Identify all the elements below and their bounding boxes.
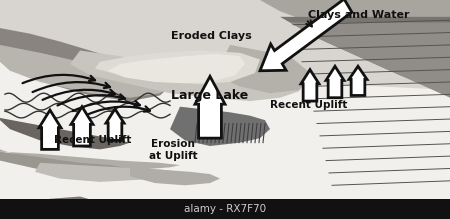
Polygon shape xyxy=(0,0,450,90)
Polygon shape xyxy=(0,0,170,98)
Text: Erosion
at Uplift: Erosion at Uplift xyxy=(149,139,198,161)
Polygon shape xyxy=(195,76,225,138)
Polygon shape xyxy=(70,51,300,101)
Text: Recent Uplift: Recent Uplift xyxy=(54,135,131,145)
Polygon shape xyxy=(326,66,344,98)
Polygon shape xyxy=(130,167,220,185)
Polygon shape xyxy=(95,51,260,84)
Text: Eroded Clays: Eroded Clays xyxy=(171,31,252,41)
Polygon shape xyxy=(71,107,93,146)
Polygon shape xyxy=(290,23,450,98)
Polygon shape xyxy=(260,0,450,79)
Text: alamy - RX7F70: alamy - RX7F70 xyxy=(184,204,266,214)
Text: Clays and Water: Clays and Water xyxy=(308,10,410,20)
Polygon shape xyxy=(0,152,100,212)
Polygon shape xyxy=(280,17,450,90)
FancyArrow shape xyxy=(260,0,352,71)
Text: Large Lake: Large Lake xyxy=(171,89,248,102)
Polygon shape xyxy=(0,95,130,176)
Polygon shape xyxy=(108,54,245,83)
Text: Recent Uplift: Recent Uplift xyxy=(270,100,347,110)
Polygon shape xyxy=(170,107,270,146)
Polygon shape xyxy=(0,129,180,170)
Polygon shape xyxy=(349,66,367,95)
Polygon shape xyxy=(0,0,170,101)
Polygon shape xyxy=(39,110,61,149)
Polygon shape xyxy=(301,70,319,101)
Polygon shape xyxy=(35,163,180,182)
Polygon shape xyxy=(215,45,310,93)
Bar xyxy=(0,199,450,219)
Polygon shape xyxy=(0,73,130,149)
Polygon shape xyxy=(106,109,124,140)
